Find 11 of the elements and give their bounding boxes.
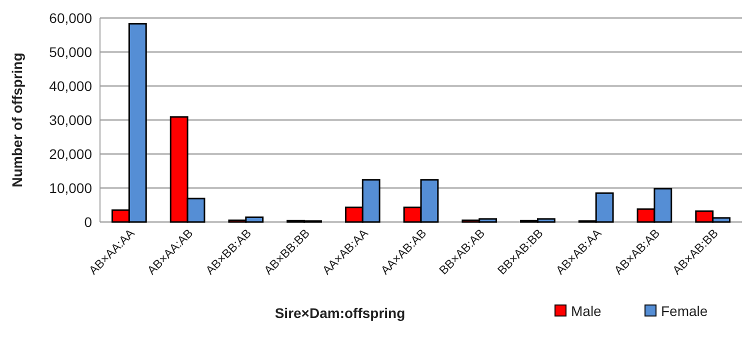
y-tick-label: 0 [84,214,92,230]
y-axis-title: Number of offspring [9,52,25,188]
y-tick-label: 10,000 [49,180,92,196]
y-tick-label: 30,000 [49,112,92,128]
y-tick-label: 40,000 [49,78,92,94]
x-axis-title: Sire×Dam:offspring [274,305,406,321]
legend-label: Male [571,302,602,319]
y-tick-label: 20,000 [49,146,92,162]
y-tick-label: 50,000 [49,44,92,60]
legend-label: Female [661,302,708,319]
y-tick-label: 60,000 [49,10,92,26]
